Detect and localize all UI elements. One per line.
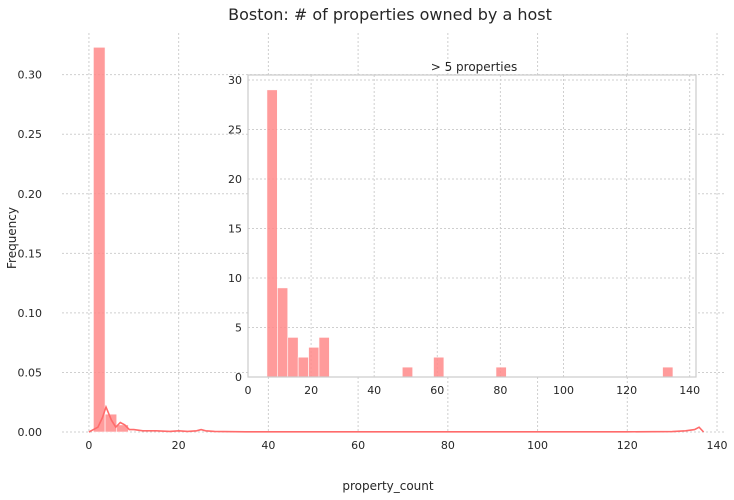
inset-bar: [297, 356, 309, 378]
main-y-tick-label: 0.15: [18, 247, 43, 260]
main-bar: [93, 46, 106, 433]
inset-x-ticks: 0 20 40 60 80 100 120 140: [245, 384, 701, 397]
main-x-tick-label: 100: [527, 439, 548, 452]
main-y-tick-label: 0.00: [18, 426, 43, 439]
main-x-ticks: 0 20 40 60 80 100 120 140: [85, 439, 727, 452]
inset-bar: [495, 366, 507, 378]
inset-grid: [248, 75, 696, 377]
inset-x-tick-label: 60: [430, 384, 444, 397]
inset-y-tick-label: 5: [235, 321, 242, 334]
inset-x-tick-label: 120: [616, 384, 637, 397]
inset-x-tick-label: 40: [367, 384, 381, 397]
main-x-tick-label: 20: [172, 439, 186, 452]
main-bar: [104, 413, 118, 433]
inset-y-tick-label: 30: [228, 74, 242, 87]
inset-x-tick-label: 20: [304, 384, 318, 397]
main-kde-line: [88, 404, 705, 433]
inset-y-tick-label: 25: [228, 123, 242, 136]
inset-y-tick-label: 20: [228, 173, 242, 186]
inset-title: > 5 properties: [431, 60, 518, 74]
inset-bar: [308, 346, 320, 378]
main-x-tick-label: 0: [85, 439, 92, 452]
inset-y-tick-label: 0: [235, 371, 242, 384]
inset-bar: [401, 366, 413, 378]
inset-x-tick-label: 0: [245, 384, 252, 397]
inset-bar: [287, 337, 299, 378]
main-y-tick-label: 0.20: [18, 188, 43, 201]
inset-bar: [433, 356, 445, 378]
main-y-tick-label: 0.10: [18, 307, 43, 320]
y-axis-label: Frequency: [5, 207, 19, 269]
inset-bar: [662, 366, 674, 378]
main-x-tick-label: 60: [351, 439, 365, 452]
inset-bar: [266, 89, 278, 378]
main-bars: [93, 46, 129, 433]
inset-bar: [277, 287, 289, 378]
inset-y-tick-label: 10: [228, 272, 242, 285]
inset-y-tick-label: 15: [228, 222, 242, 235]
main-y-tick-label: 0.05: [18, 366, 43, 379]
main-x-tick-label: 80: [441, 439, 455, 452]
chart-title: Boston: # of properties owned by a host: [228, 5, 552, 24]
inset-x-tick-label: 80: [493, 384, 507, 397]
main-y-ticks: 0.00 0.05 0.10 0.15 0.20 0.25 0.30: [18, 69, 43, 439]
inset-x-tick-label: 140: [679, 384, 700, 397]
inset-y-ticks: 0 5 10 15 20 25 30: [228, 74, 242, 384]
inset-bar: [318, 337, 330, 378]
main-x-tick-label: 140: [707, 439, 728, 452]
inset-frame: [247, 74, 697, 378]
main-x-tick-label: 40: [261, 439, 275, 452]
x-axis-label: property_count: [342, 479, 434, 493]
main-y-tick-label: 0.25: [18, 128, 43, 141]
inset-background: [248, 75, 696, 377]
main-y-tick-label: 0.30: [18, 69, 43, 82]
main-x-tick-label: 120: [617, 439, 638, 452]
inset-x-tick-label: 100: [553, 384, 574, 397]
